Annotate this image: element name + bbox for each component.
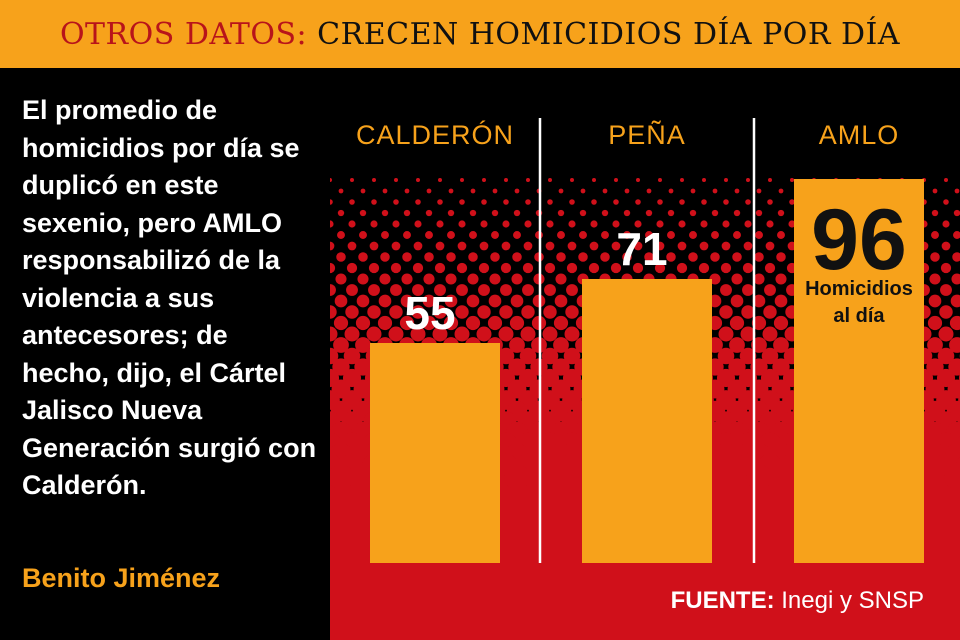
- header-title: CRECEN HOMICIDIOS DÍA POR DÍA: [317, 16, 901, 52]
- author-name: Benito Jiménez: [22, 563, 221, 593]
- bar-1: [370, 343, 500, 563]
- chart-panel: CALDERÓN 55 PEÑA 71 AMLO 96 Homicidios al día F…: [330, 68, 960, 640]
- value-note-line-1: Homicidios: [805, 278, 913, 300]
- source-note: FUENTE: Inegi y SNSP: [671, 587, 924, 615]
- value-note-line-2: al día: [833, 305, 885, 327]
- value-label: 55: [404, 287, 455, 339]
- bar-2: [582, 279, 712, 563]
- category-label: CALDERÓN: [356, 119, 514, 150]
- bar-3: [794, 179, 924, 563]
- header-banner: OTROS DATOS: CRECEN HOMICIDIOS DÍA POR D…: [0, 0, 960, 68]
- text-panel: El promedio de homicidios por día se dup…: [0, 68, 330, 640]
- source-text: Inegi y SNSP: [781, 587, 924, 614]
- value-label: 96: [811, 192, 907, 288]
- header-kicker: OTROS DATOS:: [59, 16, 308, 52]
- category-label: AMLO: [819, 120, 900, 150]
- blurb-text: El promedio de homicidios por día se dup…: [22, 95, 317, 500]
- category-label: PEÑA: [608, 119, 686, 150]
- source-label: FUENTE:: [670, 587, 775, 614]
- value-label: 71: [616, 223, 667, 275]
